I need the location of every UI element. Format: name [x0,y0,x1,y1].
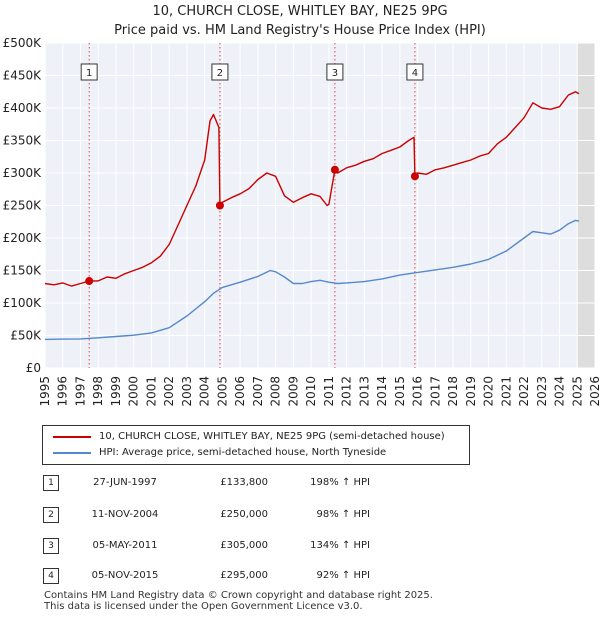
y-axis: £0 £50K £100K £150K £200K £250K £300K £350K £400… [3,36,43,375]
sale-point [215,201,224,210]
transaction-number: 4 [43,568,59,584]
sale-marker-box [406,63,424,81]
transaction-price: £295,000 [220,570,268,581]
hpi-line [44,219,580,341]
table-row: 4 05-NOV-2015 £295,000 92% ↑ HPI [40,567,480,585]
x-tick-label: 2000 [127,376,141,407]
x-tick-label: 2002 [162,376,176,407]
x-tick-label: 2003 [180,376,194,407]
x-tick-label: 2012 [340,376,354,407]
sale-point [410,172,419,181]
chart-subtitle: Price paid vs. HM Land Registry's House … [114,23,486,38]
x-axis: 1995 1996 1997 1998 1999 2000 2001 2002 2003 2004… [38,376,600,407]
y-tick-label: £300K [3,166,43,180]
transaction-date: 27-JUN-1997 [93,477,157,488]
legend-label-property: 10, CHURCH CLOSE, WHITLEY BAY, NE25 9PG … [99,431,445,442]
sale-marker-number: 2 [217,68,223,79]
table-row: 3 05-MAY-2011 £305,000 134% ↑ HPI [40,537,480,555]
grid [44,42,596,369]
footer: Contains HM Land Registry data © Crown c… [44,590,433,612]
x-tick-label: 2016 [411,376,425,407]
price-chart: £0 £50K £100K £150K £200K £250K £300K £350K £400… [3,36,600,407]
transaction-number: 3 [43,538,59,554]
chart-title: 10, CHURCH CLOSE, WHITLEY BAY, NE25 9PG [152,4,448,19]
chart-title-block: 10, CHURCH CLOSE, WHITLEY BAY, NE25 9PG … [0,2,600,40]
sale-points [85,165,419,286]
x-tick-label: 1996 [56,376,70,407]
x-tick-label: 2021 [499,376,513,407]
x-tick-label: 2025 [570,376,584,407]
x-tick-label: 1998 [91,376,105,407]
sale-marker-box [211,63,229,81]
x-tick-label: 2026 [588,376,600,407]
y-tick-label: £150K [3,264,43,278]
y-tick-label: £250K [3,199,43,213]
x-tick-label: 1995 [38,376,52,407]
x-tick-label: 2011 [322,376,336,407]
y-tick-label: £400K [3,101,43,115]
x-tick-label: 2017 [428,376,442,407]
x-tick-label: 2001 [144,376,158,407]
x-tick-label: 2022 [517,376,531,407]
y-tick-label: £100K [3,296,43,310]
transaction-hpi: 198% ↑ HPI [310,477,370,488]
y-tick-label: £0 [26,361,41,375]
sale-point [330,165,339,174]
sale-marker-number: 1 [86,68,92,79]
y-tick-label: £350K [3,134,43,148]
y-tick-label: £50K [10,329,42,343]
footer-copyright: Contains HM Land Registry data © Crown c… [44,590,433,601]
transaction-price: £250,000 [220,509,268,520]
transaction-number: 2 [43,507,59,523]
x-tick-label: 2010 [304,376,318,407]
x-tick-label: 2008 [269,376,283,407]
x-tick-label: 2007 [251,376,265,407]
footer-licence: This data is licensed under the Open Gov… [44,601,363,612]
transaction-number: 1 [43,475,59,491]
x-tick-label: 2023 [535,376,549,407]
x-tick-label: 2006 [233,376,247,407]
x-tick-label: 2015 [393,376,407,407]
sale-marker-number: 4 [412,68,418,79]
transaction-hpi: 98% ↑ HPI [316,509,370,520]
x-tick-label: 2019 [464,376,478,407]
legend-swatch-property [53,436,91,438]
x-tick-label: 2020 [482,376,496,407]
table-row: 1 27-JUN-1997 £133,800 198% ↑ HPI [40,474,480,492]
y-tick-label: £500K [3,36,43,50]
y-tick-label: £200K [3,231,43,245]
legend-swatch-hpi [53,452,91,454]
transaction-hpi: 92% ↑ HPI [316,570,370,581]
x-tick-label: 2009 [286,376,300,407]
property-price-line [44,91,580,287]
x-tick-label: 2013 [357,376,371,407]
sale-markers: 1 2 3 4 [80,43,424,368]
x-tick-label: 1997 [73,376,87,407]
legend: 10, CHURCH CLOSE, WHITLEY BAY, NE25 9PG … [42,425,470,465]
x-tick-label: 2018 [446,376,460,407]
x-tick-label: 1999 [109,376,123,407]
x-tick-label: 2005 [215,376,229,407]
transaction-hpi: 134% ↑ HPI [310,540,370,551]
x-tick-label: 2004 [198,376,212,407]
x-tick-label: 2024 [553,376,567,407]
sale-marker-number: 3 [332,68,338,79]
transaction-price: £305,000 [220,540,268,551]
y-tick-label: £450K [3,69,43,83]
table-row: 2 11-NOV-2004 £250,000 98% ↑ HPI [40,506,480,524]
series-lines [44,91,580,341]
transaction-price: £133,800 [220,477,268,488]
legend-label-hpi: HPI: Average price, semi-detached house,… [99,447,387,458]
sale-marker-box [80,63,98,81]
x-tick-label: 2014 [375,376,389,407]
sale-marker-box [326,63,344,81]
transaction-date: 05-MAY-2011 [92,540,158,551]
transaction-date: 11-NOV-2004 [91,509,159,520]
sale-point [85,277,94,286]
transaction-date: 05-NOV-2015 [91,570,159,581]
